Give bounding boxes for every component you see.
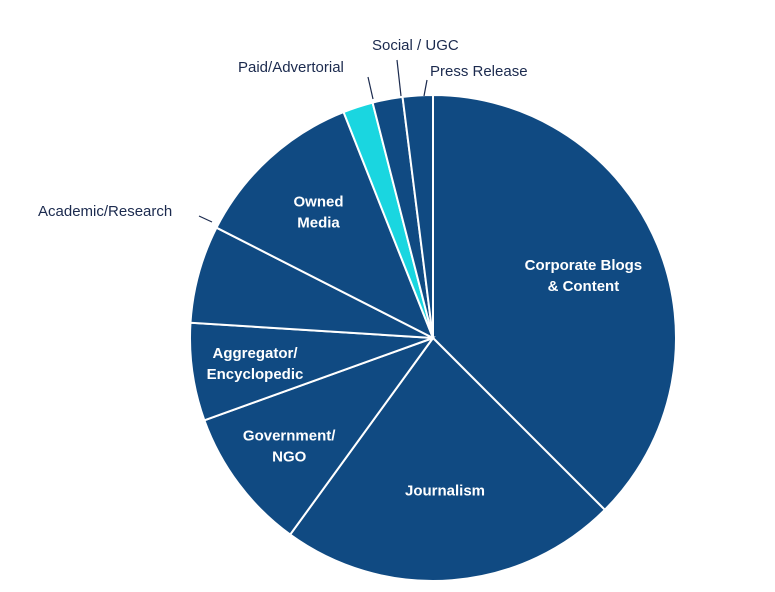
leader-line-academic-research [198,215,213,223]
labels-layer: Corporate Blogs & Content Journalism Govern… [38,37,642,500]
slice-journalism [288,336,607,583]
slice-label-social-ugc: Social / UGC [372,37,459,54]
slice-label-academic-research: Academic/Research [38,203,172,220]
slice-government-ngo [203,335,436,536]
slice-owned-media [215,110,435,341]
slice-label-journalism: Journalism [405,483,485,500]
leader-line-social-ugc [396,59,402,97]
slice-corporate-blogs-content [432,93,678,512]
slice-label-paid-advertorial: Paid/Advertorial [238,59,344,76]
slices-layer [189,93,678,583]
slice-label-corporate-blogs-content: Corporate Blogs & Content [525,257,643,295]
leader-lines-layer [198,59,428,223]
leader-line-press-release [423,79,428,97]
slice-label-aggregator-encyclopedic: Aggregator/Encyclopedic [207,345,304,383]
slice-label-owned-media: Owned Media [293,194,343,232]
slice-press-release [401,93,434,339]
slice-label-press-release: Press Release [430,63,528,80]
leader-line-paid-advertorial [367,76,374,100]
slice-label-government-ngo: Government/NGO [243,428,336,466]
